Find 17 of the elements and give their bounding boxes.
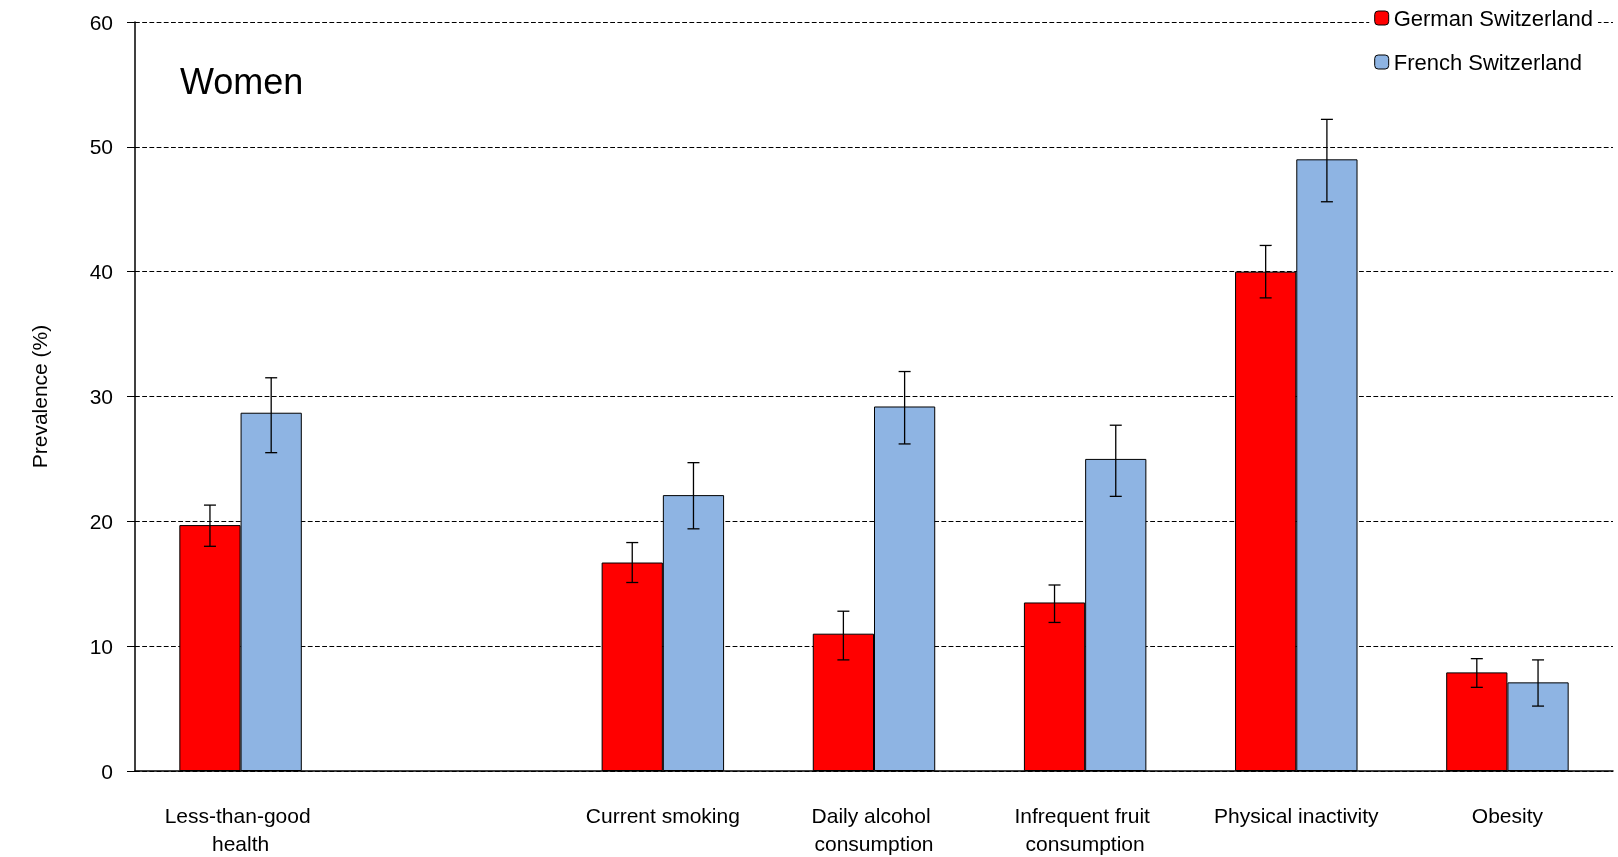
y-tick-label: 50 (89, 135, 113, 159)
x-tick-label: Obesity (1471, 803, 1544, 827)
legend-label: French Switzerland (1393, 49, 1583, 75)
x-tick-label: Infrequent fruit consumption (1014, 803, 1156, 855)
x-tick-label: Less-than-good health (164, 803, 317, 855)
y-axis-title: Prevalence (%) (28, 324, 51, 469)
text: Women (180, 60, 304, 102)
y-tick-label: 0 (101, 759, 113, 783)
y-tick-label: 60 (89, 10, 113, 34)
y-tick-label: 20 (89, 509, 113, 533)
y-tick-label: 40 (89, 260, 113, 284)
x-tick-label: Physical inactivity (1214, 803, 1380, 827)
x-tick-label: Daily alcohol consumption (811, 803, 937, 855)
y-tick-label: 30 (89, 385, 113, 408)
y-tick-label: 10 (89, 634, 113, 658)
legend-label: German Switzerland (1393, 5, 1594, 31)
x-tick-label: Current smoking (585, 803, 740, 827)
